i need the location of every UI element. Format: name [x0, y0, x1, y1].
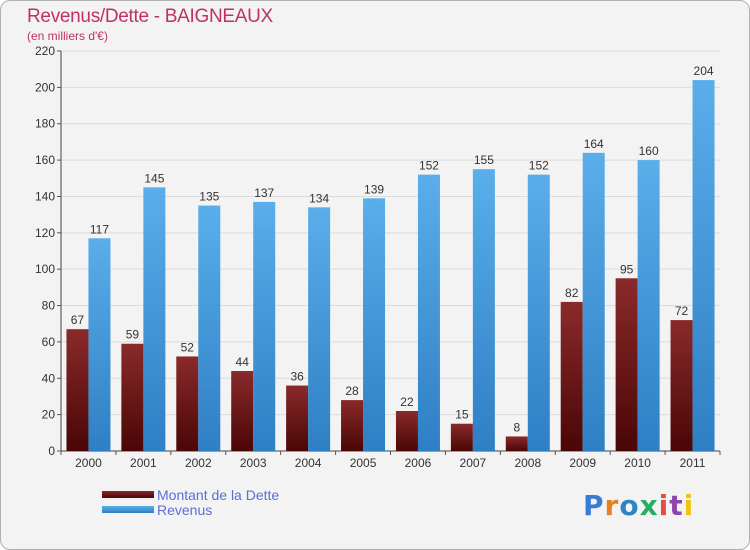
data-label-debt-2002: 52 — [181, 340, 195, 354]
x-tick-label-2004: 2004 — [295, 456, 322, 470]
logo-letter: r — [604, 489, 620, 522]
bar-revenus-2011 — [692, 80, 715, 451]
bar-debt-2009 — [560, 301, 583, 451]
data-label-debt-2006: 22 — [400, 395, 414, 409]
bar-revenus-2004 — [308, 207, 331, 451]
bar-revenus-2006 — [417, 174, 440, 452]
x-tick-label-2003: 2003 — [240, 456, 267, 470]
y-tick-label: 200 — [35, 80, 55, 94]
data-label-debt-2007: 15 — [455, 408, 469, 422]
bar-debt-2007 — [450, 423, 473, 451]
bar-revenus-2005 — [363, 198, 386, 451]
bar-debt-2002 — [176, 356, 199, 451]
bar-debt-2004 — [286, 385, 309, 451]
legend-item-debt: Montant de la Dette — [102, 486, 280, 503]
y-tick-label: 20 — [42, 408, 56, 422]
y-tick-label: 140 — [35, 189, 55, 203]
logo-letter: o — [619, 489, 640, 522]
data-label-debt-2011: 72 — [675, 304, 689, 318]
data-label-revenus-2000: 117 — [90, 222, 109, 236]
y-tick-label: 0 — [48, 444, 55, 458]
y-tick-label: 220 — [35, 44, 55, 58]
bar-revenus-2010 — [637, 160, 660, 451]
plot-area — [61, 51, 720, 451]
logo-letter: i — [658, 489, 670, 522]
legend-label-debt: Montant de la Dette — [157, 486, 280, 503]
x-tick-label-2008: 2008 — [514, 456, 541, 470]
bar-debt-2001 — [121, 343, 144, 451]
bar-revenus-2001 — [143, 187, 166, 451]
bar-revenus-2002 — [198, 205, 221, 451]
data-label-debt-2008: 8 — [513, 420, 520, 434]
legend-item-revenus: Revenus — [102, 501, 279, 518]
x-tick-label-2002: 2002 — [185, 456, 212, 470]
x-tick-label-2001: 2001 — [130, 456, 157, 470]
proxiti-logo: Proxiti — [583, 489, 694, 522]
bar-debt-2000 — [66, 329, 89, 451]
x-tick-label-2000: 2000 — [75, 456, 102, 470]
bar-debt-2011 — [670, 320, 693, 451]
bar-debt-2005 — [341, 400, 364, 451]
data-label-debt-2001: 59 — [126, 328, 140, 342]
data-label-debt-2004: 36 — [290, 370, 304, 384]
data-label-revenus-2011: 204 — [694, 64, 714, 78]
y-tick-label: 60 — [42, 335, 56, 349]
bar-revenus-2007 — [472, 169, 495, 451]
data-label-revenus-2004: 134 — [309, 191, 329, 205]
x-tick-label-2005: 2005 — [350, 456, 377, 470]
data-label-revenus-2003: 137 — [254, 186, 274, 200]
bar-debt-2003 — [231, 371, 254, 451]
bar-debt-2006 — [395, 411, 418, 451]
y-tick-label: 180 — [35, 117, 55, 131]
data-label-debt-2005: 28 — [345, 384, 359, 398]
data-labels: 67 117 59 145 52 135 44 137 36 134 28 139 22 152 15 155… — [71, 64, 714, 434]
x-tick-label-2011: 2011 — [680, 456, 706, 470]
logo-letter: x — [639, 489, 659, 522]
legend-swatch-debt — [102, 491, 154, 498]
bar-revenus-2009 — [582, 152, 605, 451]
legend-swatch-revenus — [102, 506, 154, 513]
bar-revenus-2003 — [253, 201, 276, 451]
bar-revenus-2000 — [88, 238, 111, 451]
chart-title: Revenus/Dette - BAIGNEAUX — [27, 6, 273, 27]
chart-subtitle: (en milliers d'€) — [27, 29, 108, 43]
y-tick-label: 80 — [42, 299, 56, 313]
logo-letter: P — [583, 489, 605, 522]
y-tick-label: 40 — [42, 371, 56, 385]
y-tick-label: 160 — [35, 153, 55, 167]
x-tick-label-2010: 2010 — [624, 456, 651, 470]
data-label-revenus-2009: 164 — [584, 137, 604, 151]
data-label-debt-2009: 82 — [565, 286, 579, 300]
logo-letter: t — [669, 489, 684, 522]
x-tick-label-2007: 2007 — [460, 456, 487, 470]
data-label-revenus-2002: 135 — [199, 190, 219, 204]
grid-lines — [61, 50, 720, 452]
axes: 0 20 40 60 80 100 120 140 160 180 200 220 2000 2001 20… — [35, 44, 721, 470]
data-label-revenus-2008: 152 — [529, 159, 549, 173]
data-label-debt-2003: 44 — [236, 355, 250, 369]
data-label-revenus-2001: 145 — [144, 171, 164, 185]
data-label-revenus-2006: 152 — [419, 159, 439, 173]
data-label-revenus-2010: 160 — [639, 144, 659, 158]
x-tick-label-2009: 2009 — [569, 456, 596, 470]
data-label-revenus-2007: 155 — [474, 153, 494, 167]
y-tick-label: 100 — [35, 262, 55, 276]
legend: Montant de la Dette Revenus — [102, 486, 280, 518]
data-label-debt-2000: 67 — [71, 313, 85, 327]
logo-letter: i — [683, 489, 695, 522]
data-label-debt-2010: 95 — [620, 262, 634, 276]
bar-debt-2008 — [505, 436, 528, 451]
x-tick-label-2006: 2006 — [405, 456, 432, 470]
bars — [66, 80, 715, 452]
data-label-revenus-2005: 139 — [364, 182, 384, 196]
legend-label-revenus: Revenus — [157, 501, 213, 518]
bar-revenus-2008 — [527, 174, 550, 452]
y-tick-label: 120 — [35, 226, 55, 240]
bar-debt-2010 — [615, 278, 638, 451]
